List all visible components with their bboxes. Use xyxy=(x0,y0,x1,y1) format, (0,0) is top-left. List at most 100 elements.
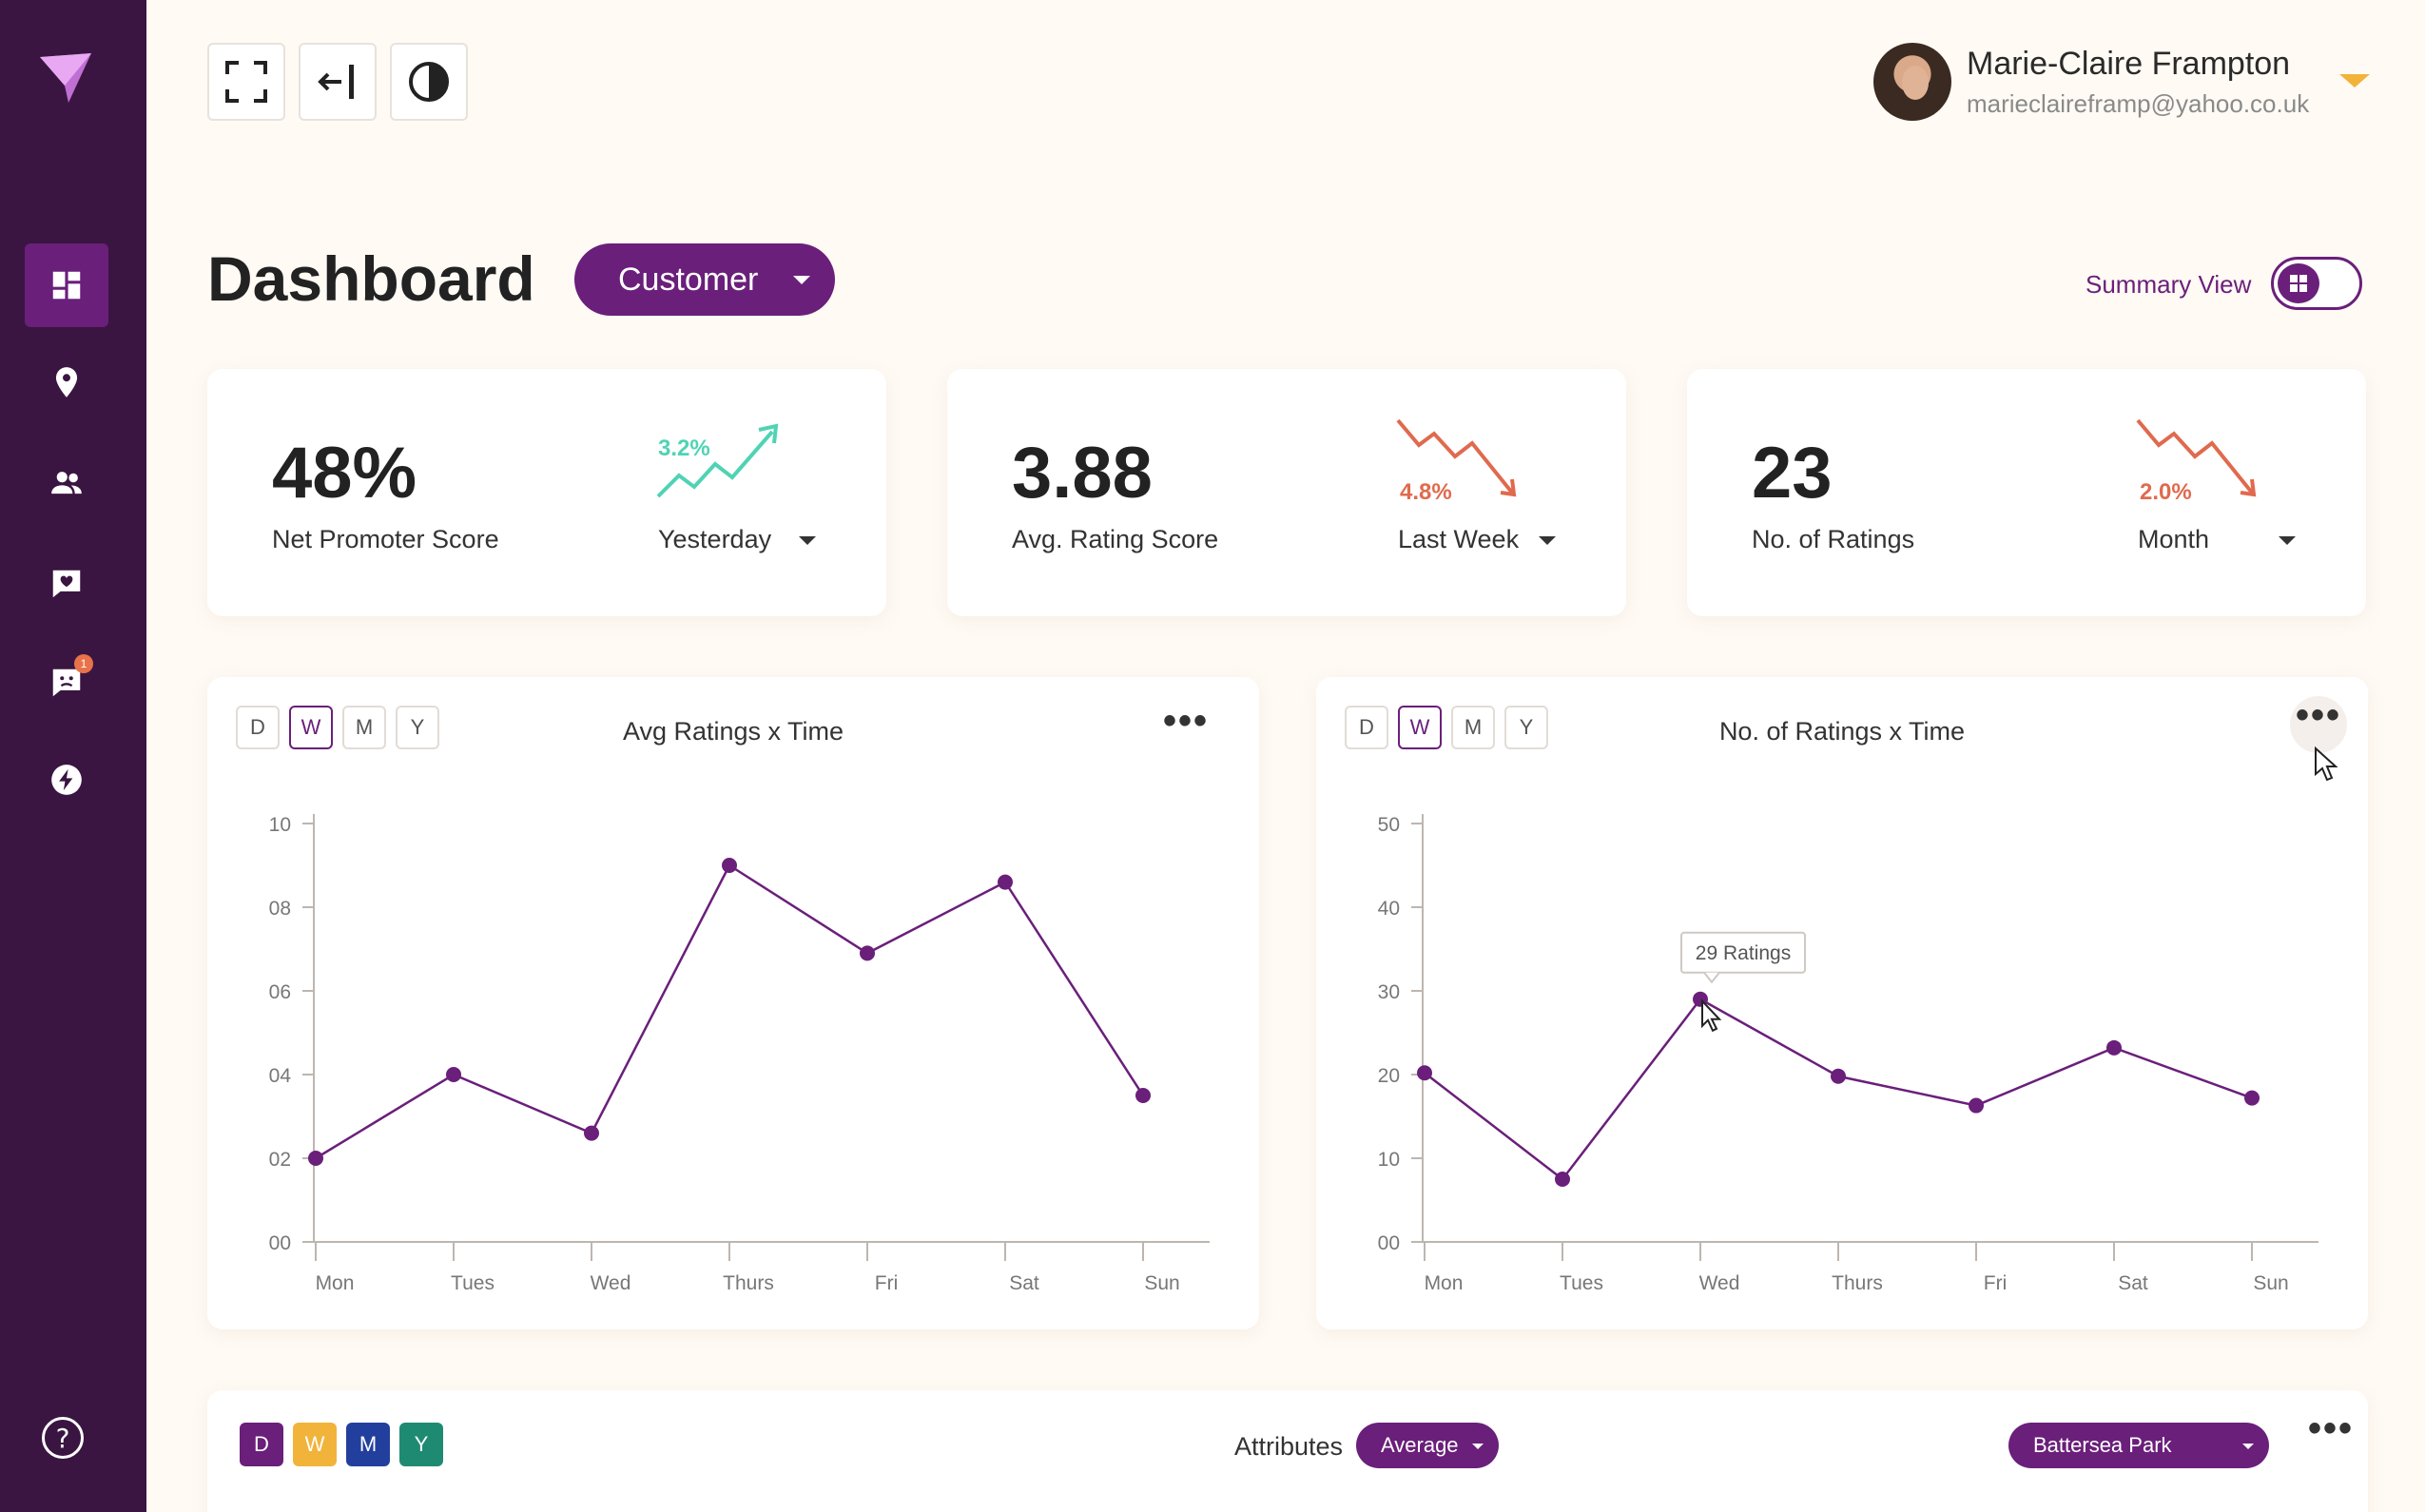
range-year-button[interactable]: Y xyxy=(399,1423,443,1466)
line-chart: 00 02 04 06 08 10 Mon Tues Wed Thurs Fri Sat Sun xyxy=(269,814,1210,1294)
x-tick-label: Sat xyxy=(1009,1272,1039,1294)
avatar[interactable] xyxy=(1873,43,1951,121)
chevron-down-icon[interactable] xyxy=(799,536,816,545)
contrast-icon xyxy=(409,62,449,102)
cursor-icon xyxy=(2315,746,2338,782)
kpi-value: 3.88 xyxy=(1012,433,1153,514)
period-dropdown[interactable]: Last Week xyxy=(1398,525,1520,553)
notification-badge: 1 xyxy=(74,654,93,673)
range-month-button[interactable]: M xyxy=(342,706,386,749)
data-point[interactable] xyxy=(1969,1097,1984,1114)
chevron-down-icon[interactable] xyxy=(2279,536,2296,545)
collapse-sidebar-button[interactable] xyxy=(299,43,377,121)
period-dropdown[interactable]: Yesterday xyxy=(658,525,772,553)
fullscreen-button[interactable] xyxy=(207,43,285,121)
data-point[interactable] xyxy=(2244,1090,2260,1106)
range-week-button[interactable]: W xyxy=(293,1423,337,1466)
sidebar-item-users[interactable] xyxy=(25,441,108,525)
heart-chat-icon xyxy=(52,570,81,598)
y-tick-label: 04 xyxy=(269,1065,292,1087)
kpi-label: Avg. Rating Score xyxy=(1012,525,1219,553)
toggle-knob xyxy=(2278,263,2319,303)
chevron-down-icon[interactable] xyxy=(1539,536,1556,545)
x-tick-label: Mon xyxy=(1425,1272,1464,1294)
range-year-button[interactable]: Y xyxy=(396,706,439,749)
brand-logo[interactable] xyxy=(36,48,99,107)
y-tick-label: 20 xyxy=(1378,1065,1400,1087)
user-name: Marie-Claire Frampton xyxy=(1967,46,2291,82)
cursor-icon xyxy=(1701,998,1722,1033)
y-tick-label: 10 xyxy=(269,814,291,836)
attributes-card: D W M Y Attributes Average Battersea Par… xyxy=(207,1390,2368,1512)
data-point[interactable] xyxy=(1831,1068,1846,1084)
data-point[interactable] xyxy=(308,1151,323,1166)
data-point[interactable] xyxy=(998,874,1013,890)
range-week-button[interactable]: W xyxy=(1398,706,1442,749)
data-point[interactable] xyxy=(1135,1088,1151,1103)
y-tick-label: 10 xyxy=(1378,1149,1400,1171)
range-year-button[interactable]: Y xyxy=(1504,706,1548,749)
y-tick-label: 08 xyxy=(269,898,291,920)
summary-view-label: Summary View xyxy=(2086,270,2252,299)
range-day-button[interactable]: D xyxy=(236,706,280,749)
range-week-button[interactable]: W xyxy=(289,706,333,749)
help-icon[interactable]: ? xyxy=(42,1417,84,1459)
contrast-button[interactable] xyxy=(390,43,468,121)
chart-title: No. of Ratings x Time xyxy=(1718,717,1966,746)
location-dropdown[interactable]: Battersea Park xyxy=(2008,1423,2269,1468)
kpi-delta: 3.2% xyxy=(658,436,710,461)
sidebar-item-reviews[interactable] xyxy=(25,542,108,626)
aggregate-label: Average xyxy=(1381,1433,1459,1457)
trend-up-icon xyxy=(656,423,779,498)
data-point[interactable] xyxy=(722,858,737,873)
period-dropdown[interactable]: Month xyxy=(2138,525,2210,553)
chevron-down-icon xyxy=(2242,1444,2254,1449)
dashboard-icon xyxy=(52,271,81,300)
sidebar-item-dashboard[interactable] xyxy=(25,243,108,327)
data-point[interactable] xyxy=(1417,1065,1432,1081)
sidebar-item-feedback[interactable]: 1 xyxy=(25,641,108,725)
x-tick-label: Wed xyxy=(591,1272,631,1294)
chart-card-avg-ratings: D W M Y Avg Ratings x Time ••• 00 02 04 06 0… xyxy=(207,677,1259,1329)
summary-view-toggle[interactable] xyxy=(2271,257,2362,310)
kpi-delta: 2.0% xyxy=(2140,479,2192,505)
series-line xyxy=(1424,998,2253,1181)
range-month-button[interactable]: M xyxy=(346,1423,390,1466)
more-options-icon[interactable]: ••• xyxy=(1162,700,1209,742)
range-day-button[interactable]: D xyxy=(240,1423,283,1466)
data-point[interactable] xyxy=(446,1067,461,1082)
x-tick-label: Thurs xyxy=(1832,1272,1883,1294)
x-tick-label: Sun xyxy=(2253,1272,2288,1294)
chart-card-num-ratings: D W M Y No. of Ratings x Time ••• 00 10 20… xyxy=(1316,677,2368,1329)
aggregate-dropdown[interactable]: Average xyxy=(1356,1423,1499,1468)
more-options-icon[interactable]: ••• xyxy=(2290,696,2347,753)
x-tick-label: Fri xyxy=(1984,1272,2008,1294)
data-point[interactable] xyxy=(584,1125,599,1141)
fullscreen-icon xyxy=(225,61,267,103)
location-label: Battersea Park xyxy=(2033,1433,2172,1457)
lightning-icon xyxy=(51,765,82,795)
x-tick-label: Thurs xyxy=(723,1272,774,1294)
more-options-icon[interactable]: ••• xyxy=(2307,1407,2354,1449)
kpi-label: No. of Ratings xyxy=(1752,525,1915,553)
line-chart: 00 10 20 30 40 50 Mon Tues Wed Thurs Fri Sat Sun 29 R… xyxy=(1378,814,2318,1294)
chevron-down-icon[interactable] xyxy=(2339,74,2370,87)
series-line xyxy=(315,863,1145,1160)
data-point[interactable] xyxy=(860,945,875,961)
x-tick-label: Sun xyxy=(1144,1272,1179,1294)
range-selector: D W M Y xyxy=(240,1423,443,1466)
sidebar-item-actions[interactable] xyxy=(25,738,108,822)
range-day-button[interactable]: D xyxy=(1345,706,1388,749)
segment-label: Customer xyxy=(618,261,759,298)
y-tick-label: 40 xyxy=(1378,898,1400,920)
kpi-value: 23 xyxy=(1752,433,1833,514)
range-month-button[interactable]: M xyxy=(1451,706,1495,749)
y-tick-label: 30 xyxy=(1378,981,1400,1003)
kpi-label: Net Promoter Score xyxy=(272,525,499,553)
attributes-label: Attributes xyxy=(1234,1432,1344,1461)
data-point[interactable] xyxy=(2106,1039,2122,1056)
sidebar-item-locations[interactable] xyxy=(25,340,108,424)
segment-dropdown[interactable]: Customer xyxy=(574,243,835,316)
chart-title: Avg Ratings x Time xyxy=(622,717,844,746)
data-point[interactable] xyxy=(1555,1172,1570,1187)
